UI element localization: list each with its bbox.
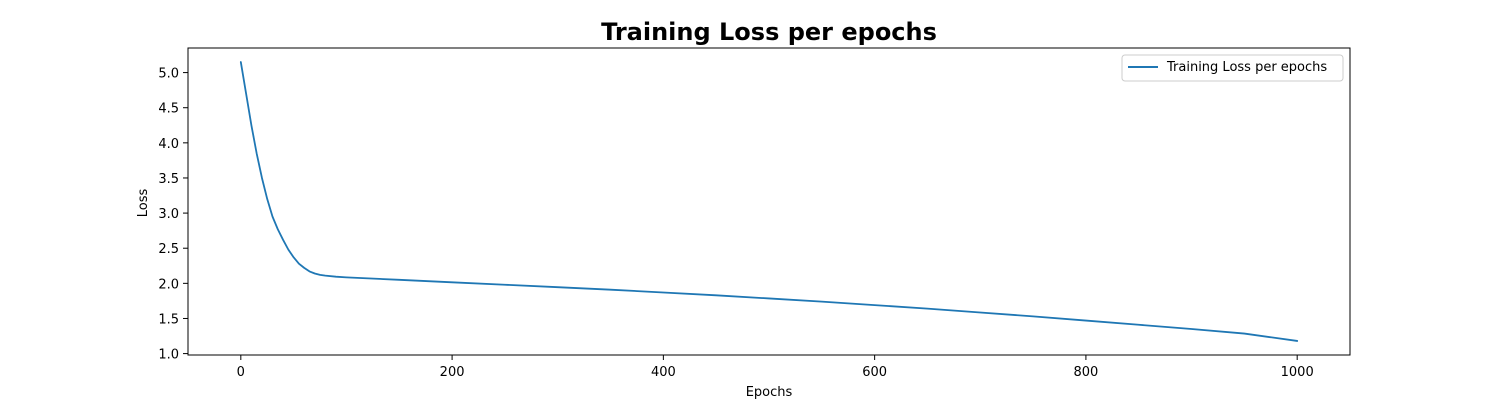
chart-title: Training Loss per epochs bbox=[601, 18, 937, 46]
legend-label: Training Loss per epochs bbox=[1166, 60, 1327, 75]
y-tick-label: 1.5 bbox=[158, 312, 179, 327]
y-tick-label: 2.5 bbox=[158, 242, 179, 257]
y-tick-label: 2.0 bbox=[158, 277, 179, 292]
x-tick-label: 1000 bbox=[1281, 365, 1314, 380]
plot-area bbox=[187, 47, 1351, 356]
y-axis-label: Loss bbox=[136, 189, 151, 218]
x-axis: 0 200 400 600 800 1000 bbox=[237, 355, 1314, 380]
series-line-training-loss bbox=[239, 61, 1299, 342]
y-tick-label: 3.0 bbox=[158, 207, 179, 222]
y-axis: 1.0 1.5 2.0 2.5 3.0 3.5 4.0 4.5 5.0 bbox=[158, 67, 188, 363]
x-tick-label: 400 bbox=[651, 365, 676, 380]
x-tick-label: 0 bbox=[237, 365, 245, 380]
x-tick-label: 800 bbox=[1073, 365, 1098, 380]
x-tick-label: 200 bbox=[440, 365, 465, 380]
y-tick-label: 3.5 bbox=[158, 172, 179, 187]
x-tick-label: 600 bbox=[862, 365, 887, 380]
y-tick-label: 4.5 bbox=[158, 102, 179, 117]
y-tick-label: 4.0 bbox=[158, 137, 179, 152]
legend: Training Loss per epochs bbox=[1121, 54, 1344, 82]
y-tick-label: 5.0 bbox=[158, 67, 179, 82]
x-axis-label: Epochs bbox=[746, 385, 793, 400]
series-layer bbox=[239, 61, 1299, 342]
y-tick-label: 1.0 bbox=[158, 348, 179, 363]
legend-box bbox=[1121, 54, 1344, 82]
